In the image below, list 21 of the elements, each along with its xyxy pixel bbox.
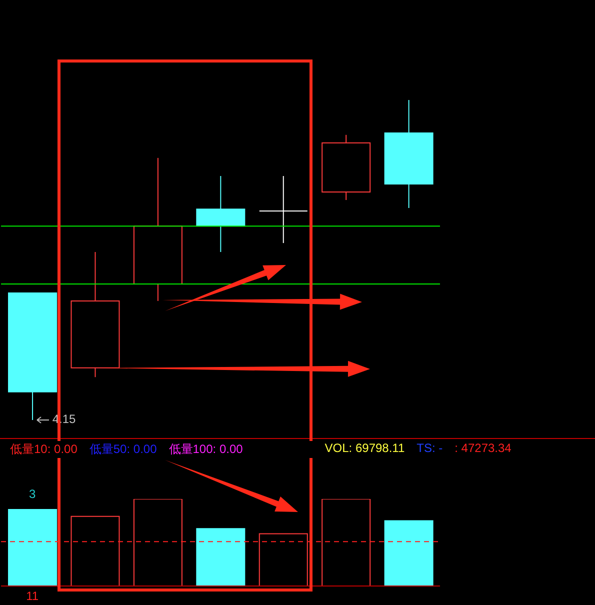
bar xyxy=(8,508,58,586)
bar xyxy=(384,520,434,586)
bar xyxy=(70,516,120,586)
candlestick xyxy=(384,100,434,208)
text: : 47273.34 xyxy=(454,441,512,457)
candlestick xyxy=(70,252,120,378)
text: TS: - xyxy=(416,441,443,457)
text: 低量10: 0.00 xyxy=(10,441,78,458)
candlestick xyxy=(196,176,246,252)
text: VOL: 69798.11 xyxy=(324,441,405,457)
candlestick xyxy=(133,157,182,302)
bar xyxy=(258,533,308,586)
annotation: 3 xyxy=(28,487,37,502)
candlestick xyxy=(258,176,308,244)
candlestick xyxy=(322,134,371,200)
bar xyxy=(196,528,246,586)
text: 低量50: 0.00 xyxy=(89,441,157,458)
text: 低量100: 0.00 xyxy=(168,441,243,458)
text: 11 xyxy=(25,589,40,603)
bar xyxy=(133,499,182,586)
bar xyxy=(322,499,371,586)
